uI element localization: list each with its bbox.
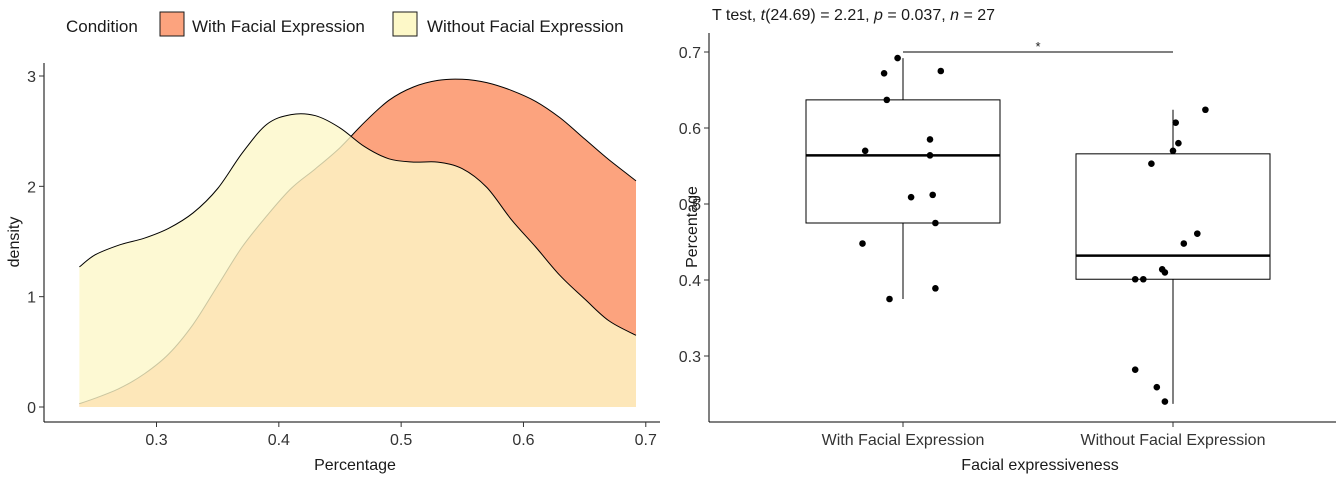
density-y-tick-label: 3 bbox=[27, 69, 36, 86]
boxplot-points bbox=[859, 54, 1209, 405]
data-point bbox=[937, 67, 945, 75]
data-point bbox=[926, 136, 934, 143]
boxplot-y-tick-label: 0.3 bbox=[679, 349, 701, 366]
data-point bbox=[1172, 119, 1179, 126]
boxplot-title-part: T test, bbox=[712, 7, 761, 24]
density-panel: Condition With Facial Expression Without… bbox=[6, 11, 660, 474]
density-x-tick-label: 0.3 bbox=[145, 432, 167, 449]
data-point bbox=[883, 96, 891, 104]
density-x-tick-label: 0.4 bbox=[268, 432, 290, 449]
boxplot-title: T test, t(24.69) = 2.21, p = 0.037, n = … bbox=[712, 7, 995, 24]
boxplot-title-part: n bbox=[950, 7, 959, 24]
density-x-tick-label: 0.7 bbox=[635, 432, 657, 449]
density-areas bbox=[79, 78, 637, 407]
legend-label-with: With Facial Expression bbox=[192, 17, 365, 36]
data-point bbox=[886, 295, 893, 303]
data-point bbox=[880, 69, 888, 77]
boxplot-y-tick-label: 0.5 bbox=[679, 197, 701, 214]
boxplot-x-axis-title: Facial expressiveness bbox=[961, 457, 1118, 474]
boxplot-x-tick-label: With Facial Expression bbox=[822, 432, 985, 449]
data-point bbox=[1161, 398, 1169, 405]
data-point bbox=[1169, 147, 1177, 155]
data-point bbox=[859, 240, 866, 247]
density-y-ticks: 0 1 2 3 bbox=[27, 69, 44, 417]
significance-bracket: * bbox=[903, 39, 1173, 54]
data-point bbox=[1175, 139, 1182, 147]
data-point bbox=[1131, 275, 1139, 283]
boxplot-x-ticks: With Facial Expression Without Facial Exp… bbox=[822, 422, 1266, 449]
box-iqr bbox=[1075, 153, 1271, 280]
data-point bbox=[907, 193, 915, 201]
data-point bbox=[1153, 383, 1161, 391]
density-area-1 bbox=[79, 113, 636, 407]
boxplot-title-part: p bbox=[873, 7, 883, 24]
boxplot-y-tick-label: 0.4 bbox=[679, 273, 701, 290]
density-x-axis-title: Percentage bbox=[314, 457, 396, 474]
data-point bbox=[932, 285, 939, 292]
boxplot-y-axis-title: Percentage bbox=[684, 186, 701, 268]
density-x-tick-label: 0.5 bbox=[390, 432, 412, 449]
data-point bbox=[1202, 106, 1209, 114]
density-y-tick-label: 2 bbox=[27, 179, 36, 196]
density-y-axis-title: density bbox=[6, 217, 23, 268]
boxplot-title-part: t bbox=[761, 7, 766, 24]
data-point bbox=[926, 152, 934, 159]
boxplot-y-tick-label: 0.6 bbox=[679, 121, 701, 138]
legend-title: Condition bbox=[66, 17, 138, 36]
data-point bbox=[1148, 160, 1155, 168]
density-x-tick-label: 0.6 bbox=[512, 432, 534, 449]
density-x-ticks: 0.3 0.4 0.5 0.6 0.7 bbox=[145, 422, 657, 449]
significance-label: * bbox=[1035, 39, 1040, 54]
data-point bbox=[1194, 230, 1201, 237]
legend-label-without: Without Facial Expression bbox=[427, 17, 624, 36]
data-point bbox=[861, 147, 869, 155]
boxplot-boxes bbox=[805, 58, 1271, 404]
data-point bbox=[1140, 275, 1147, 283]
data-point bbox=[894, 54, 901, 62]
boxplot-panel: T test, t(24.69) = 2.21, p = 0.037, n = … bbox=[679, 7, 1336, 474]
boxplot-x-tick-label: Without Facial Expression bbox=[1081, 432, 1266, 449]
boxplot-title-part: (24.69) = 2.21, bbox=[765, 7, 874, 24]
boxplot-y-tick-label: 0.7 bbox=[679, 45, 701, 62]
density-y-tick-label: 0 bbox=[27, 400, 36, 417]
data-point bbox=[1161, 269, 1169, 276]
boxplot-title-part: = 27 bbox=[959, 7, 995, 24]
legend-swatch-with bbox=[159, 11, 185, 37]
data-point bbox=[932, 219, 939, 227]
data-point bbox=[929, 191, 936, 199]
density-curve-1 bbox=[79, 113, 637, 336]
box-iqr bbox=[805, 99, 1001, 224]
density-legend: Condition With Facial Expression Without… bbox=[66, 11, 624, 37]
data-point bbox=[1131, 366, 1139, 373]
legend-swatch-without bbox=[392, 11, 418, 37]
boxplot-title-part: = 0.037, bbox=[883, 7, 950, 24]
boxplot-y-ticks: 0.3 0.4 0.5 0.6 0.7 bbox=[679, 45, 709, 366]
density-y-tick-label: 1 bbox=[27, 290, 36, 307]
data-point bbox=[1180, 240, 1188, 247]
